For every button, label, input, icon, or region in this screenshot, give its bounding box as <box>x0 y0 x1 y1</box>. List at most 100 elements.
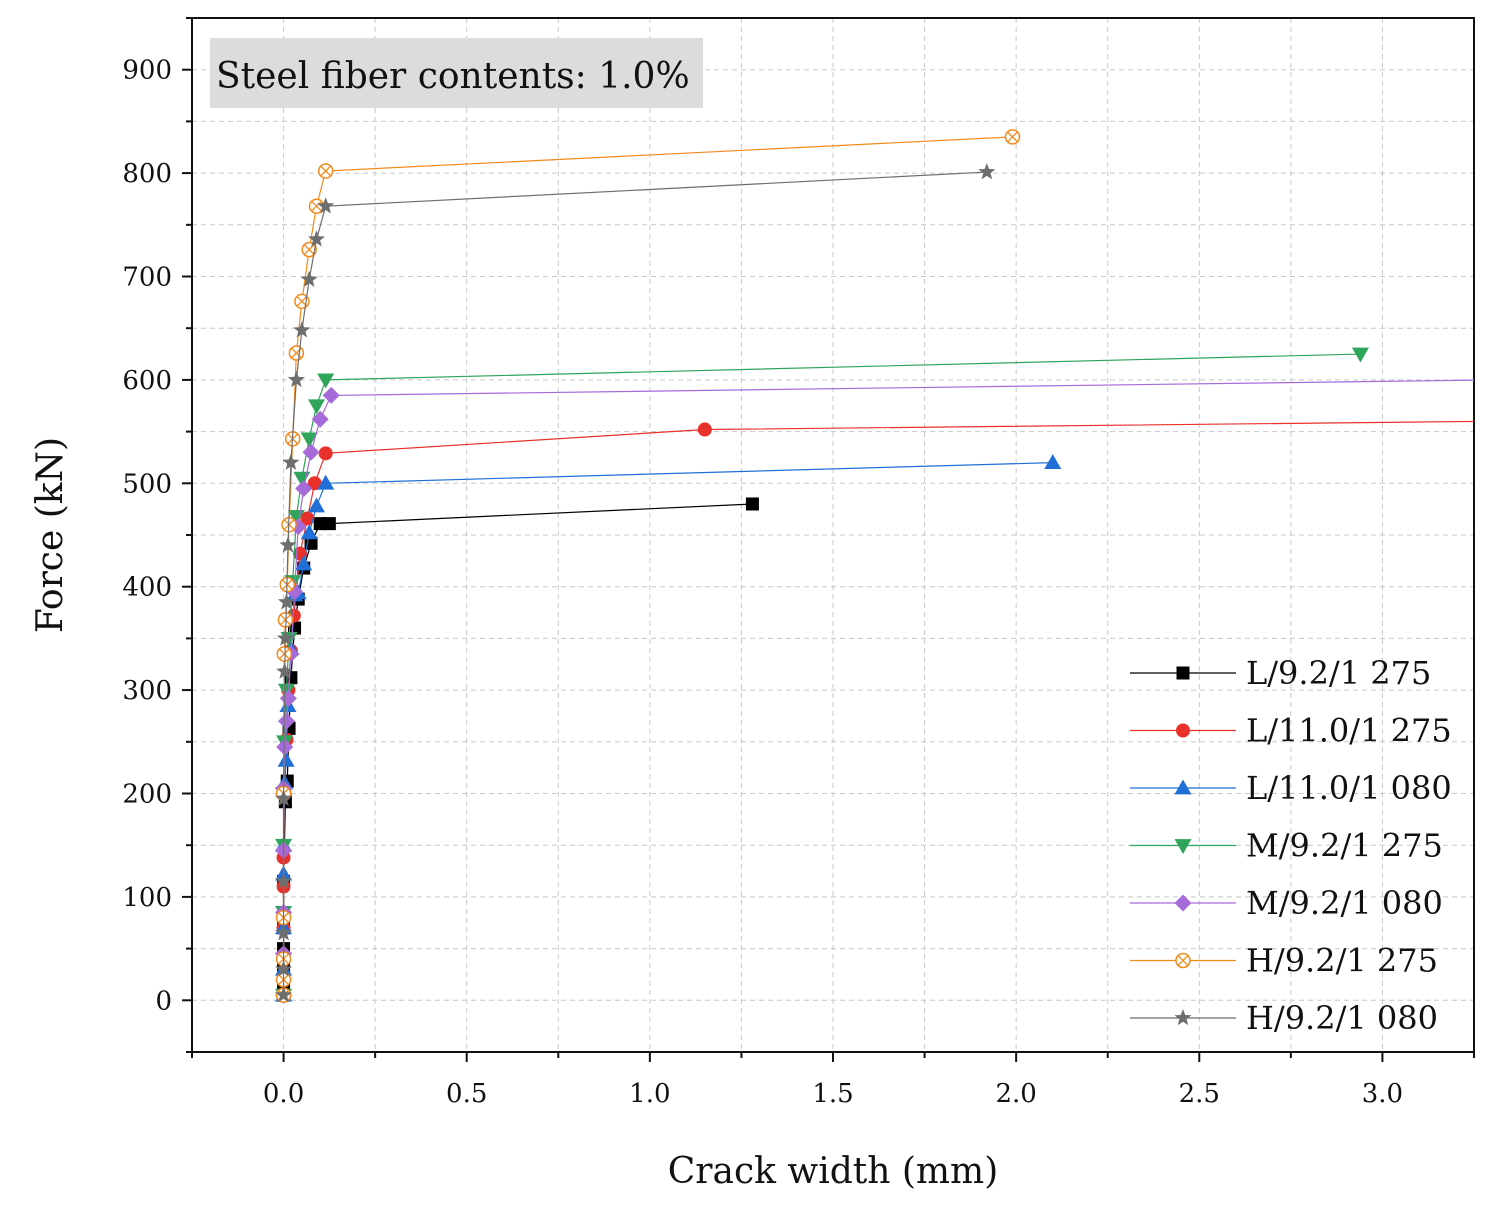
legend-label: M/9.2/1 080 <box>1246 884 1443 922</box>
data-point <box>978 163 996 180</box>
data-point <box>288 345 305 361</box>
y-tick-label: 600 <box>122 366 172 396</box>
x-tick-label: 2.0 <box>995 1079 1036 1109</box>
data-point <box>278 683 296 699</box>
legend-item: L/11.0/1 275 <box>1130 712 1452 750</box>
data-point <box>276 629 294 646</box>
data-point <box>276 738 294 756</box>
legend-item: M/9.2/1 275 <box>1130 827 1443 865</box>
data-point <box>279 536 297 553</box>
y-tick-label: 400 <box>122 573 172 603</box>
data-point <box>307 476 322 491</box>
legend-item: H/9.2/1 080 <box>1130 999 1438 1037</box>
legend-label: L/11.0/1 080 <box>1246 769 1452 807</box>
series-5 <box>275 129 1021 1003</box>
data-point <box>275 872 293 889</box>
legend-item: L/11.0/1 080 <box>1130 769 1452 807</box>
data-point <box>745 497 759 511</box>
data-point <box>322 386 340 404</box>
y-tick-label: 200 <box>122 780 172 810</box>
x-tick-label: 0.5 <box>446 1079 487 1109</box>
data-point <box>307 230 326 247</box>
series-0 <box>277 497 759 1002</box>
legend-item: L/9.2/1 275 <box>1130 654 1431 692</box>
data-point <box>301 241 317 258</box>
x-tick-label: 2.5 <box>1179 1079 1220 1109</box>
data-point <box>302 443 320 461</box>
x-axis-title: Crack width (mm) <box>668 1151 998 1192</box>
series-6 <box>275 163 996 1003</box>
data-point <box>275 960 293 977</box>
y-tick-label: 800 <box>122 159 172 189</box>
y-tick-label: 500 <box>122 469 172 499</box>
data-point <box>308 399 326 415</box>
data-point <box>317 373 335 389</box>
data-point <box>311 410 329 428</box>
data-point <box>278 712 296 730</box>
y-tick-label: 900 <box>122 56 172 86</box>
y-tick-label: 700 <box>122 263 172 293</box>
legend-label: H/9.2/1 275 <box>1246 942 1438 980</box>
data-point <box>308 497 326 513</box>
data-point <box>276 662 294 679</box>
data-point <box>275 986 293 1003</box>
legend-label: H/9.2/1 080 <box>1246 999 1438 1037</box>
y-tick-label: 100 <box>122 883 172 913</box>
series-line <box>282 503 753 996</box>
data-point <box>295 555 313 571</box>
legend: L/9.2/1 275 L/11.0/1 275 L/11.0/1 080 M/9.2… <box>1130 654 1452 1037</box>
legend-label: L/11.0/1 275 <box>1246 712 1452 750</box>
series-line <box>282 136 1013 996</box>
data-point <box>277 593 296 610</box>
legend-marker <box>1176 666 1190 680</box>
y-tick-label: 0 <box>155 986 172 1016</box>
x-tick-label: 1.0 <box>629 1079 670 1109</box>
series-line <box>282 462 1053 996</box>
legend-marker <box>1174 894 1192 912</box>
annotation-box <box>210 38 703 108</box>
series-line <box>282 171 987 996</box>
data-point <box>1351 347 1369 363</box>
x-tick-label: 1.5 <box>812 1079 853 1109</box>
data-point <box>317 197 335 214</box>
data-point <box>277 751 295 767</box>
legend-marker <box>1175 952 1191 969</box>
data-point <box>276 646 293 662</box>
y-axis-title: Force (kN) <box>30 437 71 633</box>
data-point <box>1484 371 1500 388</box>
legend-marker <box>1174 1009 1192 1026</box>
data-point <box>288 621 302 635</box>
data-point <box>322 517 336 531</box>
data-point <box>300 270 318 287</box>
data-point <box>318 446 333 461</box>
data-point <box>1485 414 1499 428</box>
data-point <box>282 453 300 470</box>
legend-item: M/9.2/1 080 <box>1130 884 1443 922</box>
legend-marker <box>1174 779 1192 795</box>
data-point <box>275 924 293 941</box>
data-point <box>1004 129 1021 145</box>
legend-marker <box>1174 839 1192 854</box>
data-series <box>275 129 1500 1004</box>
data-point <box>295 479 313 497</box>
legend-label: M/9.2/1 275 <box>1246 827 1443 865</box>
data-point <box>317 163 334 179</box>
data-point <box>1044 454 1062 469</box>
series-2 <box>275 454 1062 1002</box>
x-tick-label: 3.0 <box>1362 1079 1403 1109</box>
data-point <box>317 474 335 490</box>
data-point <box>293 321 311 338</box>
data-point <box>275 789 293 806</box>
legend-label: L/9.2/1 275 <box>1246 654 1431 692</box>
legend-item: H/9.2/1 275 <box>1130 942 1438 980</box>
annotation-text: Steel fiber contents: 1.0% <box>216 56 690 97</box>
legend-marker <box>1176 723 1190 738</box>
data-point <box>300 511 315 526</box>
axis-ticks: 0.0 0.5 1.0 1.5 2.0 2.5 3.0 0 100 200 300 400 500 600… <box>122 17 1475 1109</box>
x-tick-label: 0.0 <box>263 1079 304 1109</box>
data-point <box>697 422 712 437</box>
data-point <box>300 432 318 448</box>
y-tick-label: 300 <box>122 676 172 706</box>
data-point <box>300 524 318 540</box>
